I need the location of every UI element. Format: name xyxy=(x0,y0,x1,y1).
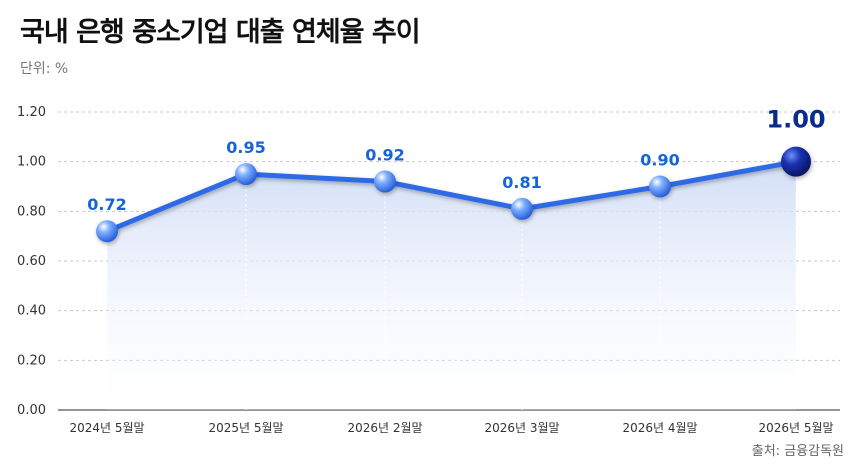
x-tick-label: 2024년 5월말 xyxy=(69,421,144,435)
data-label: 0.92 xyxy=(365,146,404,165)
chart-title: 국내 은행 중소기업 대출 연체율 추이 xyxy=(20,17,421,48)
drop-lines xyxy=(106,161,797,410)
x-tick-label: 2026년 4월말 xyxy=(622,421,697,435)
data-point xyxy=(649,175,671,198)
y-tick-label: 0.60 xyxy=(17,254,46,269)
data-point xyxy=(374,170,396,193)
y-tick-label: 0.80 xyxy=(17,204,46,219)
data-label: 0.90 xyxy=(640,151,679,170)
x-tick-label: 2025년 5월말 xyxy=(208,421,283,435)
series-line xyxy=(104,159,799,234)
series-polyline xyxy=(104,159,799,234)
data-point xyxy=(235,163,257,186)
data-labels: 0.72 0.95 0.92 0.81 0.90 1.00 xyxy=(87,106,825,215)
y-tick-label: 0.00 xyxy=(17,403,46,418)
x-tick-label: 2026년 2월말 xyxy=(347,421,422,435)
data-label: 0.72 xyxy=(87,195,126,214)
data-label: 0.81 xyxy=(502,173,541,192)
area-fill xyxy=(107,161,796,410)
x-tick-label: 2026년 5월말 xyxy=(758,421,833,435)
data-point-highlight xyxy=(781,146,811,177)
y-tick-label: 1.00 xyxy=(17,155,46,170)
data-markers xyxy=(96,146,811,243)
data-label: 1.00 xyxy=(766,106,825,134)
source-note: 출처: 금융감독원 xyxy=(751,444,844,459)
y-tick-label: 1.20 xyxy=(17,105,46,120)
data-label: 0.95 xyxy=(226,138,265,157)
x-axis: 2024년 5월말 2025년 5월말 2026년 2월말 2026년 3월말 2026… xyxy=(69,421,833,435)
data-point xyxy=(96,220,118,243)
y-tick-label: 0.40 xyxy=(17,304,46,319)
unit-label: 단위: % xyxy=(20,61,69,77)
y-tick-label: 0.20 xyxy=(17,353,46,368)
area-under-line xyxy=(107,161,796,410)
data-point xyxy=(511,197,533,220)
y-axis: 0.00 0.20 0.40 0.60 0.80 1.00 1.20 xyxy=(17,105,46,418)
x-tick-label: 2026년 3월말 xyxy=(484,421,559,435)
